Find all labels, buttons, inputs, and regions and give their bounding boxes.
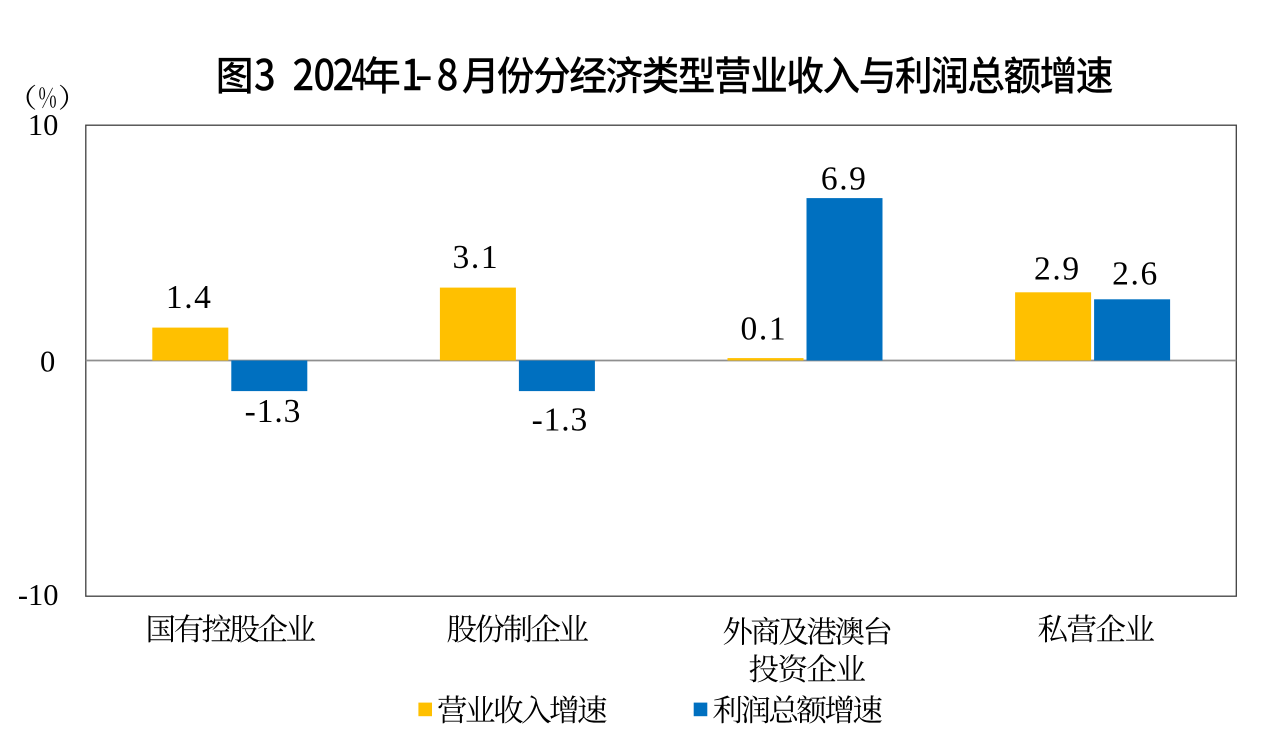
svg-text:10: 10 xyxy=(28,108,59,142)
svg-text:1.4: 1.4 xyxy=(166,279,213,316)
svg-text:-1.3: -1.3 xyxy=(532,402,589,439)
svg-text:2.6: 2.6 xyxy=(1112,256,1159,293)
svg-text:3.1: 3.1 xyxy=(453,239,500,276)
svg-text:2.9: 2.9 xyxy=(1034,251,1081,288)
svg-text:-10: -10 xyxy=(18,578,59,612)
svg-text:0: 0 xyxy=(40,345,55,379)
svg-text:-1.3: -1.3 xyxy=(245,393,302,430)
svg-text:0.1: 0.1 xyxy=(741,311,788,348)
svg-text:6.9: 6.9 xyxy=(821,161,868,198)
